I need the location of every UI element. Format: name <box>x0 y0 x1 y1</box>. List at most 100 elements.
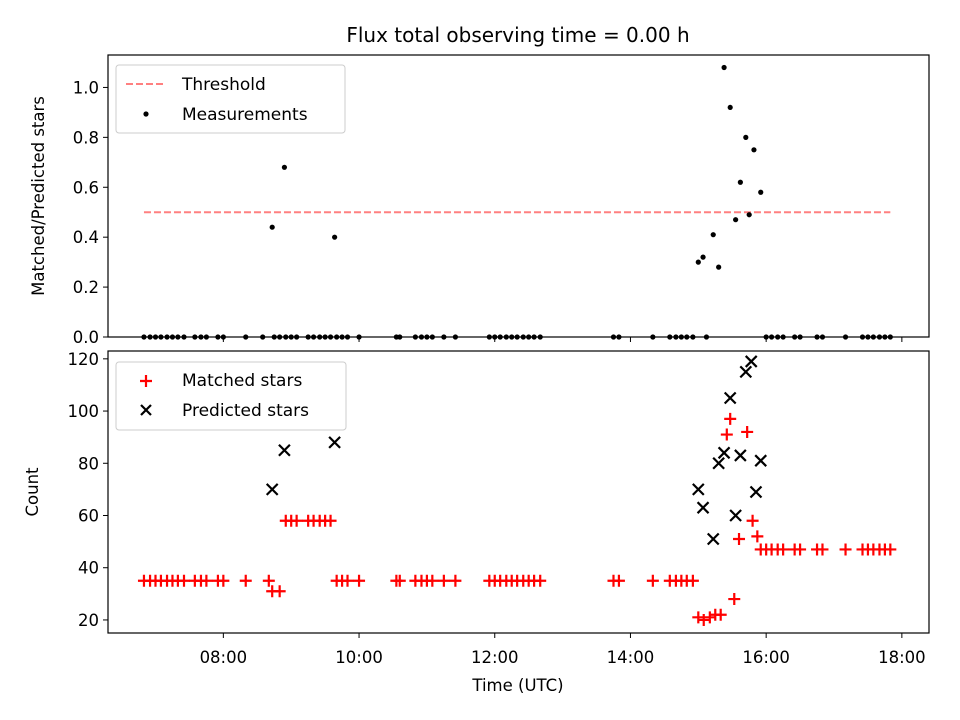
matched-star-point <box>353 574 366 587</box>
x-tick-label: 18:00 <box>878 648 926 667</box>
matched-star-point <box>733 533 746 545</box>
x-axis-label: Time (UTC) <box>471 676 563 695</box>
matched-star-point <box>692 611 705 624</box>
count-legend: Matched stars Predicted stars <box>115 361 347 431</box>
count-y-tick-label: 80 <box>78 454 99 473</box>
ratio-panel: 0.0 0.2 0.4 0.6 0.8 1.0 Matched/Predicted sta… <box>29 54 930 347</box>
x-tick-label: 12:00 <box>471 648 519 667</box>
measurements-legend-label: Measurements <box>182 105 308 125</box>
matched-star-point <box>324 514 337 527</box>
chart-title: Flux total observing time = 0.00 h <box>346 23 689 47</box>
measurement-point <box>737 179 743 185</box>
predicted-star-point <box>706 532 720 546</box>
matched-star-point <box>714 608 727 621</box>
predicted-star-point <box>744 355 758 368</box>
count-panel: 20 40 60 80 100 120 08:00 10:00 12:00 14:00 16:00… <box>23 350 930 695</box>
measurement-point <box>721 64 727 71</box>
count-axes-frame <box>107 350 930 634</box>
measurement-point <box>751 147 757 153</box>
ratio-y-tick-label: 0.2 <box>73 278 99 297</box>
predicted-star-point <box>723 391 737 405</box>
measurement-point <box>695 259 701 265</box>
ratio-x-axis-ticks <box>222 337 903 342</box>
measurement-point <box>269 224 275 230</box>
x-tick-label: 14:00 <box>607 648 655 667</box>
matched-star-point <box>612 574 625 587</box>
matched-star-point <box>746 514 759 527</box>
count-plot-area <box>137 355 897 626</box>
matched-star-point <box>839 543 852 556</box>
measurement-point <box>710 232 716 238</box>
matched-star-point <box>177 574 190 587</box>
measurement-point <box>281 164 288 170</box>
matched-star-point <box>426 574 439 587</box>
measurement-point <box>758 189 764 195</box>
matched-star-point <box>217 574 230 587</box>
ratio-y-tick-label: 0.6 <box>73 178 99 197</box>
predicted-star-point <box>734 449 747 462</box>
matched-star-point <box>728 593 741 606</box>
predicted-star-point <box>729 509 742 522</box>
x-tick-label: 10:00 <box>335 648 383 667</box>
count-y-axis-label: Count <box>23 467 42 517</box>
matched-star-point <box>720 428 733 441</box>
predicted-star-point <box>717 446 731 460</box>
matched-star-point <box>646 574 659 587</box>
matched-star-point <box>884 543 897 556</box>
matched-star-point <box>816 543 829 556</box>
count-legend-box <box>115 361 347 431</box>
count-y-axis: 20 40 60 80 100 120 <box>68 350 108 630</box>
matched-star-point <box>697 613 710 626</box>
count-y-tick-label: 100 <box>68 402 100 421</box>
matched-star-point <box>341 574 354 587</box>
x-tick-label: 08:00 <box>200 648 248 667</box>
measurement-point <box>727 104 733 111</box>
ratio-axes-frame <box>107 54 930 338</box>
matched-legend-label: Matched stars <box>182 371 302 391</box>
ratio-y-axis-label: Matched/Predicted stars <box>29 96 48 296</box>
count-y-tick-label: 60 <box>78 507 99 526</box>
ratio-legend-box <box>115 64 346 134</box>
matched-star-point <box>449 574 462 587</box>
count-x-axis: 08:00 10:00 12:00 14:00 16:00 18:00 <box>200 633 926 667</box>
measurement-point <box>716 264 722 270</box>
matched-legend-swatch <box>140 375 152 387</box>
predicted-star-point <box>739 365 753 379</box>
ratio-y-tick-label: 0.0 <box>73 328 99 347</box>
count-y-tick-label: 120 <box>68 350 100 369</box>
matched-star-point <box>777 543 790 556</box>
matched-star-point <box>534 574 547 587</box>
count-y-tick-label: 20 <box>78 611 99 630</box>
ratio-y-axis: 0.0 0.2 0.4 0.6 0.8 1.0 <box>73 78 108 347</box>
predicted-star-point <box>712 457 725 470</box>
predicted-star-point <box>328 436 341 449</box>
measurements-legend-swatch <box>143 111 149 117</box>
predicted-star-point <box>278 443 291 457</box>
matched-star-point <box>794 543 807 556</box>
matched-star-point <box>239 574 252 587</box>
matched-star-point <box>273 585 286 598</box>
x-tick-label: 16:00 <box>742 648 790 667</box>
matched-star-point <box>686 574 699 587</box>
matched-star-point <box>393 574 406 587</box>
matched-star-point <box>703 611 716 624</box>
ratio-y-tick-label: 0.8 <box>73 128 99 147</box>
predicted-star-point <box>754 454 768 467</box>
matched-star-point <box>262 574 275 587</box>
predicted-legend-swatch <box>140 404 152 416</box>
threshold-legend-label: Threshold <box>181 75 266 95</box>
matched-star-point <box>741 425 754 438</box>
matched-star-point <box>751 530 764 543</box>
predicted-star-point <box>696 501 710 514</box>
matched-star-point <box>437 574 450 587</box>
predicted-star-point <box>265 483 279 496</box>
predicted-star-point <box>749 485 763 499</box>
matched-star-point <box>200 574 213 587</box>
ratio-y-tick-label: 0.4 <box>73 228 99 247</box>
predicted-legend-label: Predicted stars <box>182 401 309 421</box>
measurement-point <box>700 254 706 260</box>
measurement-point <box>746 212 752 218</box>
matched-star-point <box>724 412 737 425</box>
measurement-point <box>733 217 739 223</box>
